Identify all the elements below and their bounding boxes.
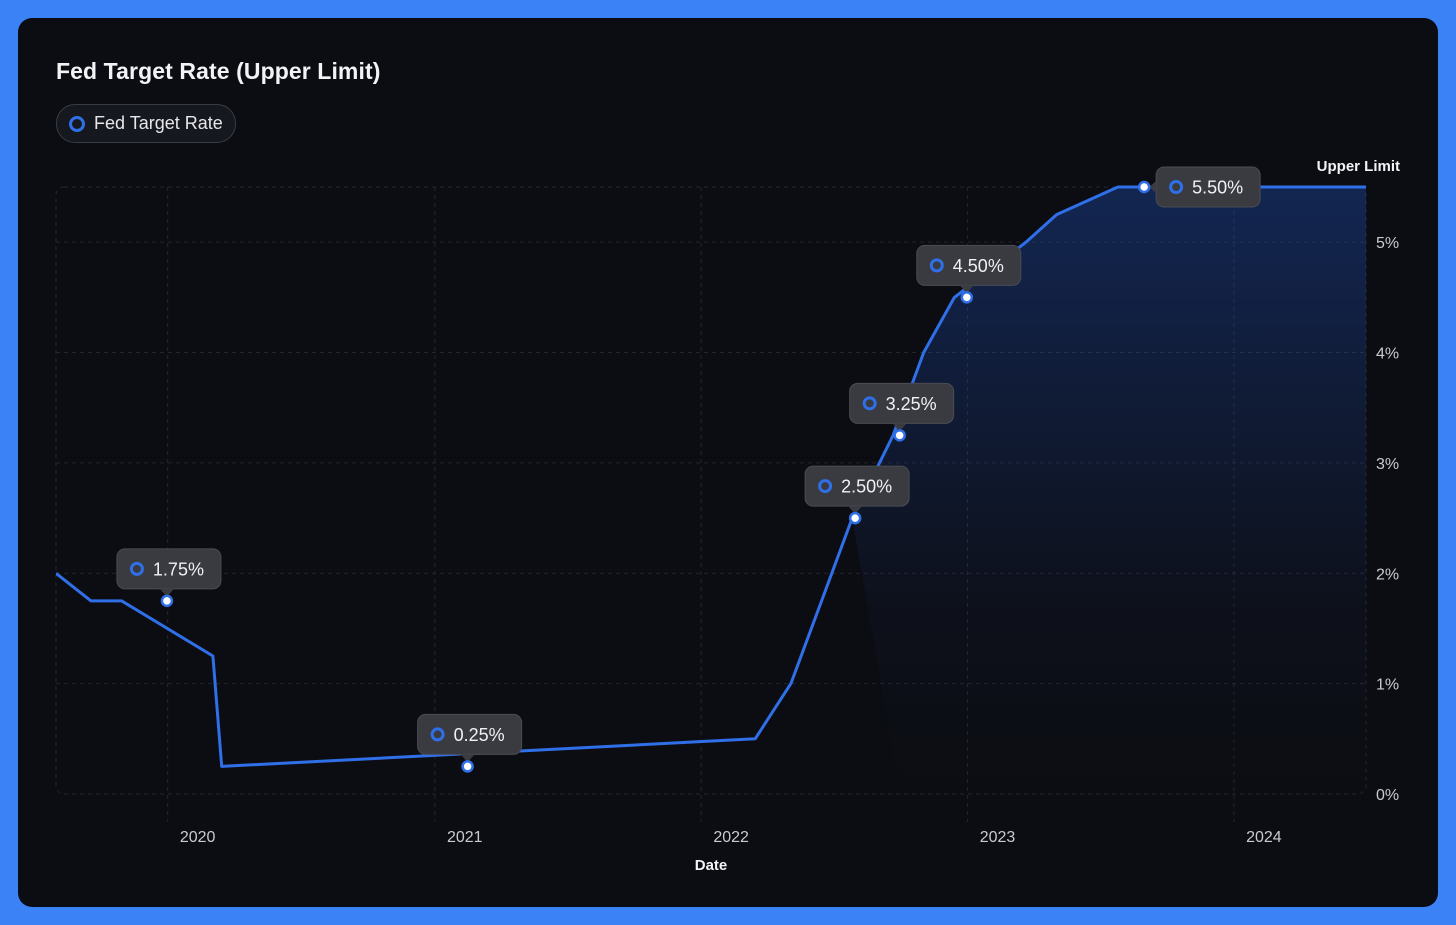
legend-item-fed-target-rate[interactable]: Fed Target Rate [56,104,236,143]
chart-title: Fed Target Rate (Upper Limit) [56,58,381,84]
data-point-marker[interactable] [960,291,974,304]
tooltip-circle-icon [430,727,445,742]
data-point-marker[interactable] [461,760,474,773]
y-tick-label: 0% [1376,787,1399,804]
data-point-tooltip[interactable]: 1.75% [116,548,222,608]
data-point-tooltip[interactable]: 3.25% [849,382,955,442]
data-point-tooltip[interactable]: 0.25% [417,713,523,773]
tooltip-pointer [959,285,974,294]
chart-card: Fed Target Rate (Upper Limit) Fed Target… [18,18,1438,907]
tooltip-value: 3.25% [886,394,937,414]
x-tick-label: 2021 [447,829,483,846]
y-tick-label: 4% [1376,346,1399,363]
tooltip-value: 1.75% [153,559,204,579]
x-tick-label: 2020 [180,829,216,846]
y-tick-label: 5% [1376,235,1399,252]
y-tick-label: 1% [1376,677,1399,694]
data-point-tooltip[interactable]: 4.50% [916,244,1022,304]
tooltip-circle-icon [818,479,833,494]
data-point-tooltip[interactable]: 5.50% [1137,166,1261,208]
data-point-tooltip[interactable]: 2.50% [804,465,910,525]
tooltip-circle-icon [1169,180,1184,194]
legend-label: Fed Target Rate [94,113,223,133]
tooltip-circle-icon [862,396,877,411]
y-axis: 0% 1% 2% 3% 4% 5% Upper Limit [1317,158,1400,804]
tooltip-value: 5.50% [1192,178,1243,198]
tooltip-circle-icon [129,561,144,576]
legend-circle-icon [69,115,85,132]
y-tick-label: 2% [1376,566,1399,583]
y-axis-title: Upper Limit [1317,158,1400,175]
tooltip-value: 2.50% [841,477,892,497]
y-tick-label: 3% [1376,456,1399,473]
x-tick-label: 2024 [1246,829,1282,846]
data-point-marker[interactable] [1137,180,1151,194]
x-tick-label: 2023 [980,829,1016,846]
tooltip-layer: 1.75% 0.25% 2.50% 3.25% 4.50% 5.50% [116,166,1261,773]
tooltip-value: 4.50% [953,256,1004,276]
data-point-marker[interactable] [160,594,174,608]
data-point-marker[interactable] [893,429,906,442]
tooltip-pointer [848,506,863,515]
tooltip-pointer [159,588,174,597]
tooltip-pointer [892,423,907,432]
tooltip-value: 0.25% [454,725,505,745]
tooltip-pointer [1149,181,1157,193]
x-tick-label: 2022 [713,829,749,846]
x-axis: 2020 2021 2022 2023 2024 Date [180,829,1282,874]
line-chart: 0% 1% 2% 3% 4% 5% Upper Limit 2020 2021 2022 2023… [55,158,1400,874]
series-area [852,187,1366,794]
x-axis-title: Date [695,857,728,874]
tooltip-pointer [460,754,475,763]
data-point-marker[interactable] [848,511,862,525]
tooltip-circle-icon [929,258,944,273]
